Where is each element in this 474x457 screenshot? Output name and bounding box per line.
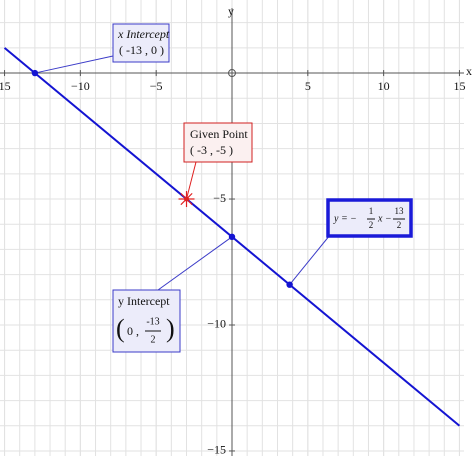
point [31, 69, 39, 77]
paren: ) [166, 314, 175, 343]
point [228, 233, 236, 241]
annotation-text: ( -3 , -5 ) [190, 143, 233, 157]
equation-text: x − [377, 213, 392, 224]
x-tick-label: −10 [71, 79, 90, 93]
numerator: -13 [146, 316, 159, 327]
numerator: 1 [369, 206, 374, 216]
x-tick-label: −5 [150, 79, 163, 93]
annotation-text: ( -13 , 0 ) [119, 43, 164, 57]
y-tick-label: −10 [207, 317, 226, 331]
leader-line [186, 161, 197, 200]
y-axis-label: y [228, 4, 234, 18]
annotation-box [326, 198, 413, 238]
x-tick-label: 10 [378, 79, 390, 93]
denominator: 2 [151, 334, 156, 345]
denominator: 2 [369, 220, 374, 230]
point-dot [184, 196, 190, 202]
annotation-box [183, 122, 253, 163]
x-tick-label: 5 [305, 79, 311, 93]
x-tick-label: 15 [453, 79, 465, 93]
annotation-text: 0 , [127, 324, 139, 338]
point [286, 281, 293, 288]
x-axis-label: x [466, 64, 472, 78]
x-tick-label: 15 [0, 79, 11, 93]
y-tick-label: −5 [213, 191, 226, 205]
y-tick-label: −15 [207, 443, 226, 457]
leader-line [157, 236, 233, 291]
numerator: 13 [395, 206, 405, 216]
annotation-title: y Intercept [118, 294, 170, 308]
origin [228, 69, 236, 78]
annotation-box [112, 23, 170, 63]
denominator: 2 [397, 220, 402, 230]
paren: ( [116, 314, 125, 343]
annotation-title: Given Point [190, 127, 248, 141]
leader-line [289, 234, 331, 286]
annotation-box [112, 289, 181, 353]
leader-line [34, 55, 114, 74]
point [178, 191, 195, 208]
annotation-title: x Intercept [117, 27, 170, 41]
equation-text: y = − [333, 213, 357, 224]
